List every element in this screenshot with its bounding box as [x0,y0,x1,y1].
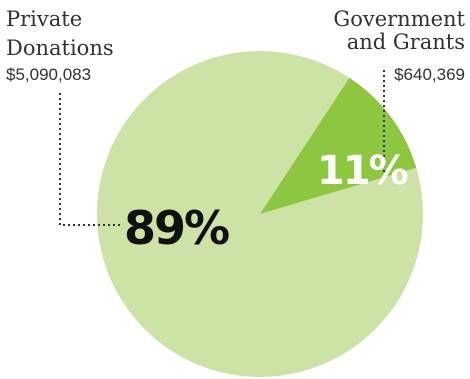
amount-private-donations: $5,090,083 [6,65,91,84]
percent-label-government-grants: 11% [317,148,408,194]
label-private-donations-line2: Donations [6,36,114,60]
label-government-grants-line2: and Grants [347,30,465,54]
pie-slices [97,51,424,378]
label-private-donations-line1: Private [6,7,82,31]
amount-government-grants: $640,369 [394,65,465,84]
leader-line-private-donations [59,93,120,226]
label-government-grants-line1: Government [333,7,465,31]
percent-label-private-donations: 89% [124,201,229,255]
pie-slice-government-grants [260,77,417,214]
pie-slice-private-donations [97,51,424,378]
